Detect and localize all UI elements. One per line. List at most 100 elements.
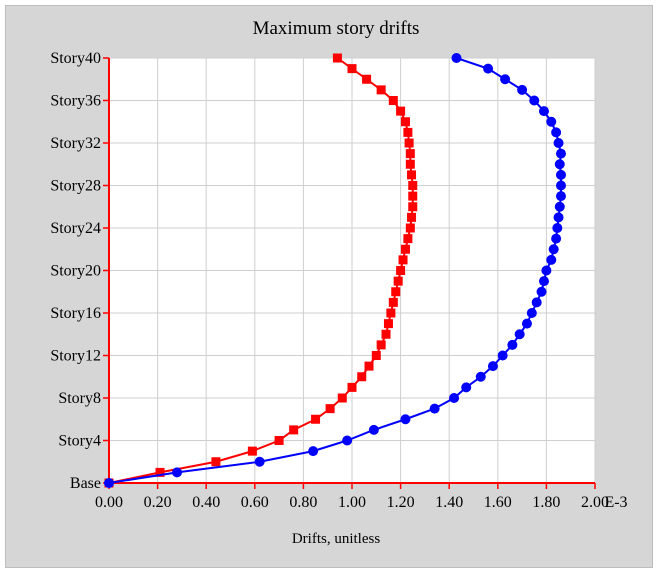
data-point-circle <box>526 308 537 318</box>
data-point-square <box>400 244 410 254</box>
data-point-square <box>405 159 415 169</box>
data-point-square <box>391 287 401 297</box>
data-point-square <box>386 308 396 318</box>
data-point-circle <box>172 467 183 478</box>
y-tick-label: Story28 <box>50 178 101 195</box>
data-point-circle <box>487 361 498 372</box>
data-point-circle <box>546 254 557 265</box>
data-point-square <box>332 53 342 63</box>
y-tick-label: Story32 <box>50 135 101 152</box>
x-tick-label: 1.60 <box>484 494 512 511</box>
x-tick-label: 1.80 <box>532 494 560 511</box>
data-point-circle <box>342 435 353 446</box>
data-point-circle <box>554 201 565 212</box>
data-point-square <box>347 382 357 392</box>
data-point-square <box>274 436 284 445</box>
data-point-square <box>403 127 413 137</box>
data-point-circle <box>521 318 532 329</box>
data-point-square <box>408 202 418 212</box>
data-point-circle <box>429 403 440 414</box>
data-point-circle <box>538 276 549 287</box>
x-tick-label: 0.20 <box>144 494 172 511</box>
data-point-square <box>376 340 386 350</box>
data-point-circle <box>555 191 566 202</box>
data-point-square <box>247 446 257 456</box>
data-point-circle <box>368 424 379 435</box>
y-tick-label: Story24 <box>50 220 101 237</box>
data-point-circle <box>483 63 494 74</box>
data-point-circle <box>449 393 460 403</box>
x-tick-label: 1.20 <box>387 494 415 511</box>
data-point-square <box>289 425 299 435</box>
data-point-square <box>396 106 406 116</box>
data-point-square <box>408 181 418 190</box>
data-point-square <box>325 404 335 414</box>
data-point-square <box>371 351 381 360</box>
data-point-square <box>393 276 403 286</box>
data-point-circle <box>531 297 542 308</box>
x-tick-label: 1.40 <box>435 494 463 511</box>
data-point-square <box>376 85 386 95</box>
data-point-circle <box>555 180 566 191</box>
data-point-square <box>357 372 367 382</box>
axes <box>103 57 596 489</box>
x-tick-label: 0.00 <box>95 494 123 511</box>
data-point-square <box>311 414 321 424</box>
data-point-circle <box>507 339 518 350</box>
tick-labels: 0.00 0.20 0.40 0.60 0.80 1.00 1.20 1.40 1.60 1.80… <box>50 50 609 511</box>
data-point-circle <box>546 116 557 127</box>
data-point-square <box>407 170 417 180</box>
data-point-circle <box>461 382 472 393</box>
data-point-circle <box>475 371 486 382</box>
series-layer <box>104 53 566 488</box>
data-point-square <box>398 255 408 265</box>
data-point-circle <box>500 74 511 85</box>
y-tick-label: Story12 <box>50 348 101 365</box>
data-point-circle <box>400 414 411 425</box>
data-point-square <box>388 96 398 105</box>
data-point-square <box>407 212 417 222</box>
data-point-circle <box>536 286 547 297</box>
data-point-circle <box>104 478 114 488</box>
data-point-square <box>404 138 414 148</box>
data-point-square <box>388 297 398 307</box>
y-tick-label: Story20 <box>50 263 101 280</box>
data-point-square <box>408 191 418 201</box>
y-tick-label: Story4 <box>58 433 101 450</box>
data-point-circle <box>553 138 564 148</box>
data-point-circle <box>551 233 562 244</box>
data-point-circle <box>555 148 566 159</box>
data-point-square <box>400 117 410 127</box>
data-point-circle <box>497 350 508 361</box>
y-tick-label: Story8 <box>58 390 101 407</box>
data-point-circle <box>548 244 559 255</box>
data-point-circle <box>538 106 549 117</box>
data-point-square <box>405 223 415 233</box>
data-point-circle <box>514 329 525 340</box>
x-tick-label: 0.80 <box>289 494 317 511</box>
drift-chart: 0.00 0.20 0.40 0.60 0.80 1.00 1.20 1.40 1.60 1.80… <box>50 18 627 547</box>
data-point-circle <box>254 456 265 467</box>
x-axis-title: Drifts, unitless <box>292 531 380 547</box>
data-point-circle <box>553 212 564 223</box>
data-point-circle <box>554 159 565 170</box>
data-point-circle <box>517 84 528 95</box>
y-tick-label: Base <box>70 475 101 492</box>
data-point-square <box>347 64 357 74</box>
data-point-square <box>383 319 393 329</box>
data-point-circle <box>551 127 562 138</box>
x-tick-label: 2.00 <box>581 494 609 511</box>
data-point-square <box>403 234 413 244</box>
data-point-circle <box>529 95 540 106</box>
x-tick-label: 0.60 <box>241 494 269 511</box>
data-point-square <box>396 266 406 275</box>
y-tick-label: Story16 <box>50 305 101 322</box>
y-tick-label: Story36 <box>50 93 101 110</box>
y-tick-label: Story40 <box>50 50 101 67</box>
data-point-square <box>155 467 165 477</box>
data-point-circle <box>451 53 462 63</box>
data-point-square <box>405 149 415 159</box>
data-point-circle <box>541 265 552 276</box>
chart-title: Maximum story drifts <box>253 18 420 39</box>
data-point-circle <box>552 223 563 233</box>
